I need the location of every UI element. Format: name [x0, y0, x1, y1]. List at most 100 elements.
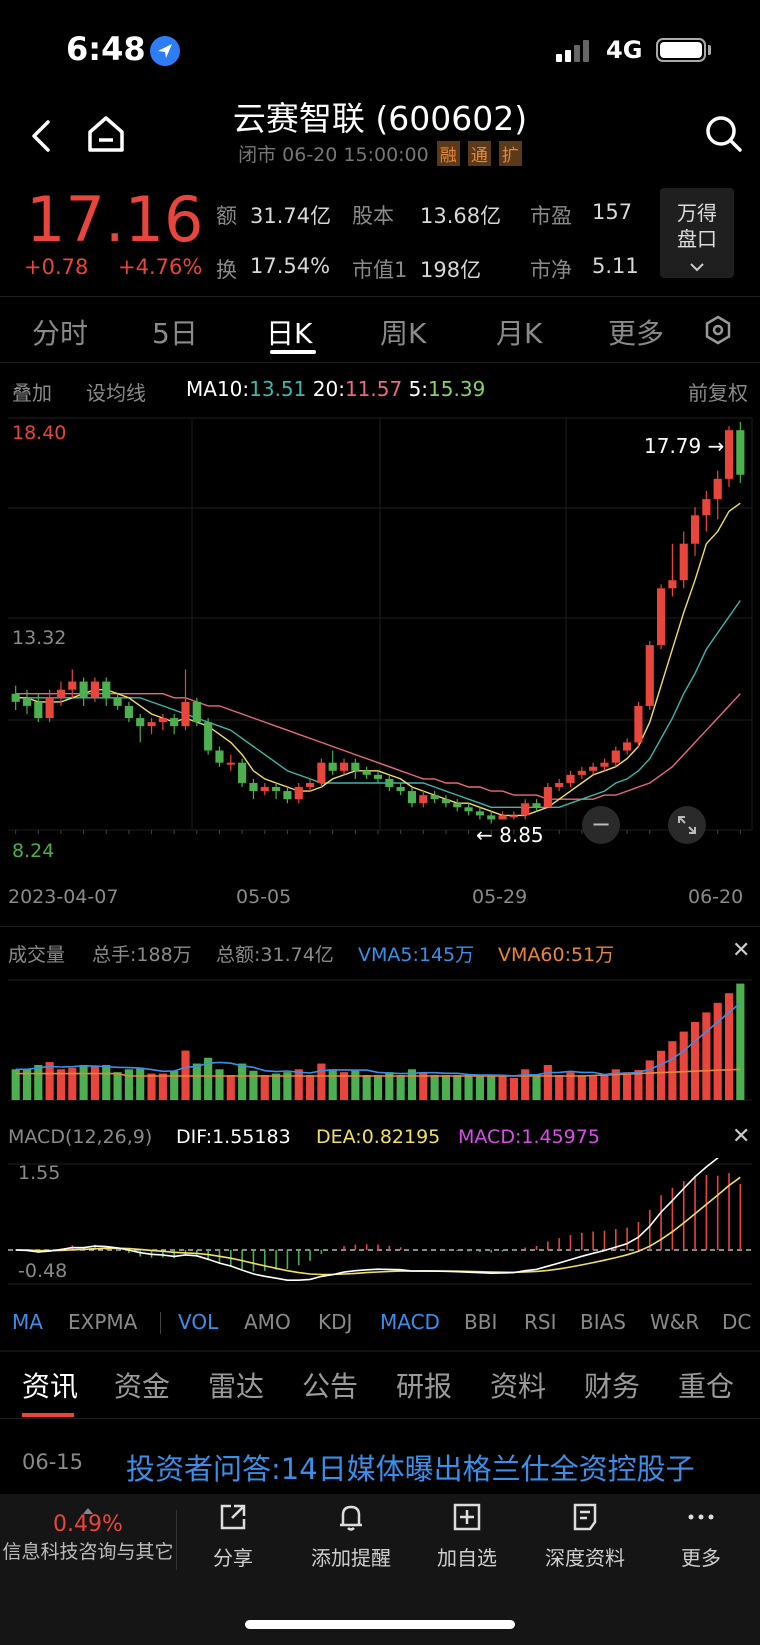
- tab-holdings[interactable]: 重仓: [678, 1370, 735, 1403]
- candle-body: [328, 762, 337, 771]
- tab-radar[interactable]: 雷达: [208, 1370, 265, 1403]
- candle-body: [283, 791, 292, 800]
- deep-info-button[interactable]: 深度资料: [530, 1500, 640, 1571]
- share-button[interactable]: 分享: [178, 1500, 288, 1571]
- tab-more[interactable]: 更多: [608, 317, 665, 350]
- indicator-bias[interactable]: BIAS: [580, 1310, 626, 1334]
- tab-weekly-k[interactable]: 周K: [380, 317, 427, 350]
- volume-bar: [124, 1069, 133, 1100]
- volume-bar: [136, 1067, 145, 1100]
- volume-bar: [464, 1075, 473, 1100]
- candle-body: [272, 787, 281, 792]
- shares-label: 股本: [352, 204, 394, 228]
- sector-button[interactable]: 0.49% 信息科技咨询与其它: [0, 1500, 176, 1564]
- news-tab-indicator: [22, 1413, 74, 1417]
- indicator-rsi[interactable]: RSI: [524, 1310, 557, 1334]
- tab-monthly-k[interactable]: 月K: [496, 317, 543, 350]
- volume-total-amount: 总额:31.74亿: [216, 944, 334, 966]
- y-axis-bottom: 8.24: [12, 840, 55, 862]
- adjust-mode-button[interactable]: 前复权: [688, 381, 748, 405]
- price-change-pct: +4.76%: [118, 255, 203, 279]
- tab-news[interactable]: 资讯: [22, 1370, 79, 1403]
- settings-icon[interactable]: [702, 314, 734, 350]
- bottom-toolbar: [0, 1494, 760, 1645]
- arrow-left-icon: ←: [476, 823, 493, 847]
- kline-ma-lines: [15, 502, 741, 817]
- wande-label-1: 万得: [677, 201, 717, 225]
- volume-bar: [645, 1060, 654, 1100]
- indicator-expma[interactable]: EXPMA: [68, 1310, 138, 1334]
- candle-body: [136, 718, 145, 727]
- volume-bar: [623, 1072, 632, 1100]
- candle-body: [532, 803, 541, 808]
- bell-icon: [296, 1500, 406, 1542]
- volume-bar: [204, 1057, 213, 1100]
- tab-research[interactable]: 研报: [396, 1370, 453, 1403]
- candle-body: [668, 580, 677, 589]
- close-volume-icon[interactable]: ✕: [732, 938, 751, 963]
- divider: [0, 1418, 760, 1419]
- volume-bar: [192, 1063, 201, 1100]
- tab-financials[interactable]: 财务: [584, 1370, 641, 1403]
- volume-bar: [543, 1064, 552, 1100]
- candle-body: [317, 762, 326, 783]
- indicator-kdj[interactable]: KDJ: [318, 1310, 353, 1334]
- share-icon: [178, 1500, 288, 1542]
- wande-orderbook-button[interactable]: 万得 盘口: [660, 188, 734, 278]
- indicator-ma[interactable]: MA: [12, 1310, 43, 1334]
- indicator-wr[interactable]: W&R: [650, 1310, 700, 1334]
- tab-announcements[interactable]: 公告: [302, 1370, 359, 1403]
- candle-body: [453, 803, 462, 808]
- pe-label: 市盈: [530, 204, 572, 228]
- volume-bar: [328, 1069, 337, 1100]
- kline-chart[interactable]: [0, 410, 760, 880]
- indicator-dc[interactable]: DC: [722, 1310, 752, 1334]
- low-value: 8.85: [499, 823, 544, 847]
- tab-profile[interactable]: 资料: [490, 1370, 547, 1403]
- candle-body: [498, 815, 507, 820]
- indicator-amo[interactable]: AMO: [244, 1310, 291, 1334]
- candle-body: [34, 701, 43, 719]
- candle-body: [158, 718, 167, 723]
- back-icon[interactable]: [22, 112, 62, 160]
- location-icon: [150, 36, 180, 66]
- add-alert-button[interactable]: 添加提醒: [296, 1500, 406, 1571]
- volume-bar: [679, 1031, 688, 1100]
- volume-bar: [600, 1075, 609, 1100]
- volume-bar: [487, 1075, 496, 1100]
- active-tab-indicator: [270, 350, 316, 354]
- vma5-line: [15, 1002, 741, 1077]
- home-icon[interactable]: [84, 112, 128, 156]
- tab-5day[interactable]: 5日: [152, 317, 198, 350]
- ma10-line: [15, 600, 741, 808]
- tab-intraday[interactable]: 分时: [32, 317, 89, 350]
- news-title-link[interactable]: 投资者问答:14日媒体曝出格兰仕全资控股子: [126, 1452, 695, 1486]
- tab-daily-k[interactable]: 日K: [266, 317, 313, 350]
- fullscreen-icon[interactable]: [668, 806, 706, 844]
- candle-body: [192, 701, 201, 723]
- zoom-out-button[interactable]: −: [582, 806, 620, 844]
- search-icon[interactable]: [702, 112, 746, 156]
- vma5-label: VMA5:145万: [358, 944, 475, 966]
- vma60-label: VMA60:51万: [498, 944, 615, 966]
- indicator-bbi[interactable]: BBI: [464, 1310, 498, 1334]
- candle-body: [430, 795, 439, 800]
- candle-body: [690, 515, 700, 544]
- market-status-text: 闭市 06-20 15:00:00: [238, 144, 429, 166]
- add-watchlist-button[interactable]: 加自选: [412, 1500, 522, 1571]
- macd-chart: [8, 1158, 752, 1285]
- tab-capital[interactable]: 资金: [114, 1370, 171, 1403]
- overlay-button[interactable]: 叠加: [12, 381, 52, 405]
- ma20-label: 20:: [312, 377, 345, 401]
- set-ma-button[interactable]: 设均线: [86, 381, 146, 405]
- indicator-vol[interactable]: VOL: [178, 1310, 219, 1334]
- market-status: 闭市 06-20 15:00:00 融 通 扩: [0, 140, 760, 167]
- volume-bar: [147, 1073, 156, 1100]
- more-button[interactable]: 更多: [646, 1500, 756, 1571]
- indicator-macd[interactable]: MACD: [380, 1310, 440, 1334]
- volume-bar: [724, 993, 734, 1100]
- candle-body: [419, 795, 428, 804]
- candle-body: [396, 787, 405, 792]
- candle-body: [260, 787, 269, 792]
- close-macd-icon[interactable]: ✕: [732, 1124, 751, 1149]
